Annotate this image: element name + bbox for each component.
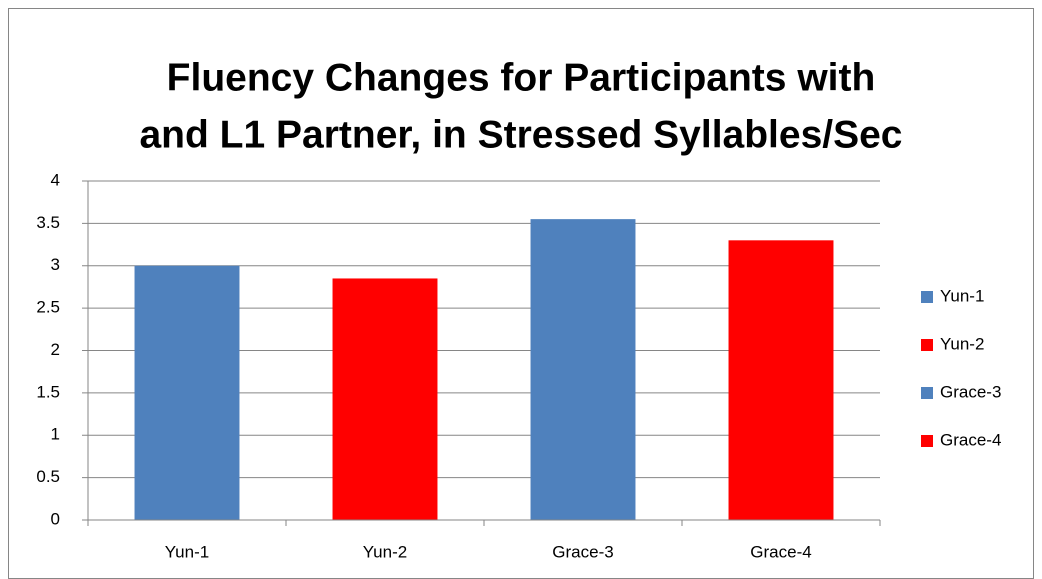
x-tick-label: Yun-2: [363, 542, 407, 561]
y-tick-label: 3: [51, 255, 60, 274]
y-tick-label: 0: [51, 509, 60, 528]
bar: [530, 219, 636, 520]
bar: [332, 278, 438, 520]
legend-swatch: [921, 435, 933, 447]
x-tick-label: Grace-3: [552, 542, 613, 561]
legend-label: Grace-3: [940, 382, 1001, 401]
x-tick-label: Grace-4: [750, 542, 811, 561]
y-tick-label: 2: [51, 340, 60, 359]
chart-title: Fluency Changes for Participants with: [167, 56, 876, 99]
legend-swatch: [921, 339, 933, 351]
legend-swatch: [921, 291, 933, 303]
y-tick-label: 1: [51, 425, 60, 444]
legend-label: Yun-2: [940, 334, 984, 353]
legend-label: Yun-1: [940, 286, 984, 305]
y-tick-label: 1.5: [36, 382, 60, 401]
legend-label: Grace-4: [940, 430, 1001, 449]
x-tick-label: Yun-1: [165, 542, 209, 561]
y-tick-label: 3.5: [36, 213, 60, 232]
y-tick-label: 4: [51, 170, 60, 189]
y-tick-label: 2.5: [36, 298, 60, 317]
legend-swatch: [921, 387, 933, 399]
bar: [728, 240, 834, 520]
chart-title: and L1 Partner, in Stressed Syllables/Se…: [139, 113, 902, 156]
y-tick-label: 0.5: [36, 467, 60, 486]
bar: [134, 265, 240, 520]
